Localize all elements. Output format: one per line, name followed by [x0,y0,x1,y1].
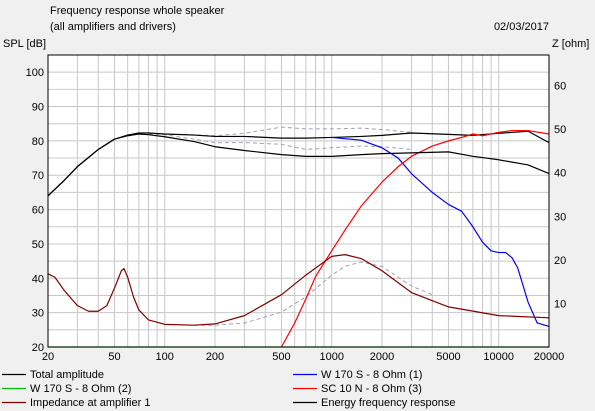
x-tick-label: 2000 [370,351,394,363]
y-left-tick-label: 80 [32,136,44,148]
legend-label: W 170 S - 8 Ohm (2) [30,383,131,395]
y-left-tick-label: 30 [32,308,44,320]
chart-date: 02/03/2017 [494,21,549,33]
legend: Total amplitude W 170 S - 8 Ohm (1) W 17… [2,369,456,409]
plot-frame [47,54,550,348]
legend-item-impedance: Impedance at amplifier 1 [2,397,150,409]
series-line-dashed-reference [194,261,433,326]
y-left-tick-label: 100 [26,67,44,79]
y-right-tick-label: 30 [554,211,566,223]
legend-label: SC 10 N - 8 Ohm (3) [321,383,422,395]
chart-title: Frequency response whole speaker [50,5,225,17]
y-right-axis-label: Z [ohm] [552,38,589,50]
legend-item-total-amplitude: Total amplitude [2,369,104,381]
legend-item-w170s-1: W 170 S - 8 Ohm (1) [293,369,422,381]
series-line-dashed-reference [148,133,412,150]
x-tick-label: 10000 [483,351,514,363]
y-right-tick-label: 60 [554,81,566,93]
y-left-axis-label: SPL [dB] [3,38,46,50]
x-tick-label: 200 [206,351,224,363]
y-right-tick-label: 10 [554,298,566,310]
series-line-energy-frequency-response [47,133,550,197]
plot-area [48,55,549,347]
legend-label: Total amplitude [30,369,104,381]
x-tick-labels: 20 50 100 200 500 1000 2000 5000 10000 20000 [42,351,564,363]
series-line-impedance-at-amplifier-1 [47,254,550,326]
legend-label: Impedance at amplifier 1 [30,397,150,409]
legend-item-sc10n: SC 10 N - 8 Ohm (3) [293,383,422,395]
y-right-tick-label: 50 [554,124,566,136]
grid [47,55,550,347]
chart-subtitle: (all amplifiers and drivers) [50,21,176,33]
x-tick-label: 100 [156,351,174,363]
y-left-tick-label: 40 [32,273,44,285]
legend-label: W 170 S - 8 Ohm (1) [321,369,422,381]
series-line-w-170-s-8-ohm-1 [331,136,550,327]
x-tick-label: 500 [272,351,290,363]
y-right-tick-label: 20 [554,255,566,267]
legend-item-energy: Energy frequency response [293,397,456,409]
x-tick-label: 20000 [534,351,565,363]
y-left-tick-label: 20 [32,342,44,354]
y-left-tick-label: 90 [32,102,44,114]
y-left-tick-label: 50 [32,239,44,251]
x-tick-label: 1000 [319,351,343,363]
y-left-tick-labels: 20 30 40 50 60 70 80 90 100 [26,67,44,354]
legend-item-w170s-2: W 170 S - 8 Ohm (2) [2,383,131,395]
x-tick-label: 5000 [436,351,460,363]
legend-label: Energy frequency response [321,397,456,409]
series-line-sc-10-n-8-ohm-3 [280,129,550,348]
x-tick-label: 20 [42,351,54,363]
y-right-tick-label: 40 [554,168,566,180]
y-left-tick-label: 70 [32,170,44,182]
x-tick-label: 50 [108,351,120,363]
y-right-tick-labels: 10 20 30 40 50 60 [554,81,566,311]
y-left-tick-label: 60 [32,205,44,217]
